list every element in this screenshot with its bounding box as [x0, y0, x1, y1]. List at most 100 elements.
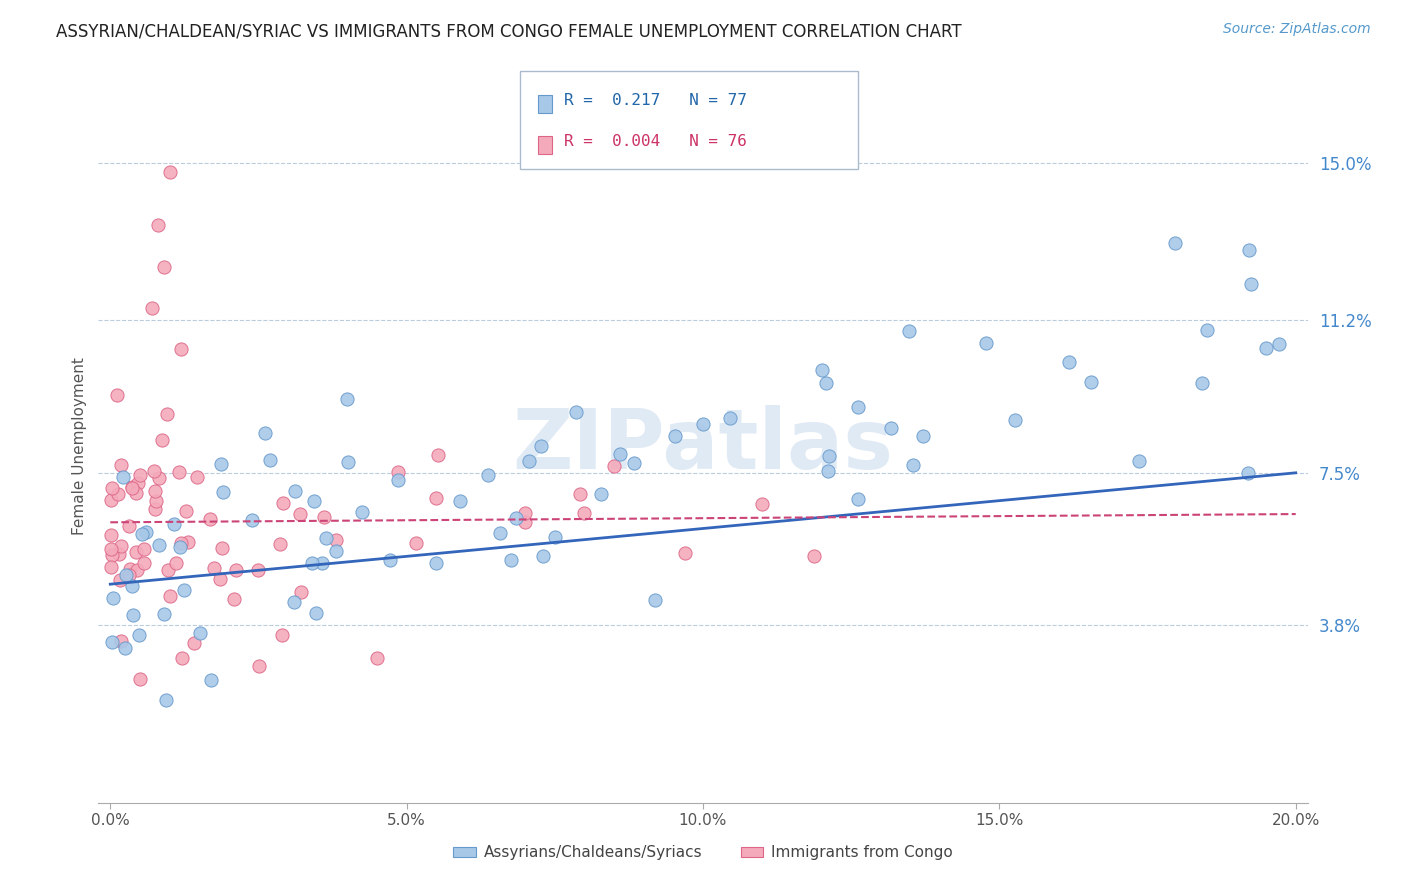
- Point: [718, 411, 741, 425]
- Point: [127, 475, 149, 490]
- Point: [132, 556, 155, 570]
- Point: [110, 539, 132, 553]
- Point: [121, 579, 143, 593]
- Point: [284, 484, 307, 499]
- Point: [259, 452, 281, 467]
- Point: [911, 429, 934, 443]
- Point: [1240, 277, 1263, 292]
- Point: [817, 464, 839, 478]
- Point: [818, 450, 841, 464]
- Point: [644, 593, 666, 607]
- Text: R =  0.004   N = 76: R = 0.004 N = 76: [564, 135, 747, 149]
- Point: [515, 507, 537, 521]
- Point: [143, 502, 166, 516]
- Point: [477, 468, 499, 483]
- Point: [156, 407, 179, 421]
- Point: [125, 486, 148, 500]
- Point: [311, 557, 333, 571]
- Point: [1080, 375, 1102, 389]
- Point: [565, 405, 588, 419]
- Point: [115, 568, 138, 582]
- Text: ZIPatlas: ZIPatlas: [513, 406, 893, 486]
- Point: [100, 528, 122, 542]
- Point: [1237, 466, 1260, 480]
- Point: [124, 545, 146, 559]
- Point: [110, 634, 132, 648]
- Point: [315, 531, 337, 545]
- Point: [603, 459, 626, 474]
- Point: [159, 589, 181, 603]
- Text: Source: ZipAtlas.com: Source: ZipAtlas.com: [1223, 22, 1371, 37]
- Point: [254, 425, 277, 440]
- Point: [247, 658, 270, 673]
- Point: [609, 447, 631, 461]
- Point: [148, 470, 170, 484]
- Text: R =  0.217   N = 77: R = 0.217 N = 77: [564, 94, 747, 108]
- Point: [174, 504, 197, 518]
- Point: [198, 512, 221, 526]
- Point: [530, 439, 553, 453]
- Point: [118, 568, 141, 582]
- Point: [664, 429, 686, 443]
- Point: [148, 538, 170, 552]
- Point: [110, 458, 132, 473]
- Point: [202, 561, 225, 575]
- Point: [121, 481, 143, 495]
- Point: [134, 541, 156, 556]
- Point: [1268, 337, 1291, 351]
- Point: [188, 626, 211, 640]
- Point: [1004, 413, 1026, 427]
- Point: [290, 584, 312, 599]
- Point: [170, 536, 193, 550]
- Point: [270, 628, 292, 642]
- Legend: Assyrians/Chaldeans/Syriacs, Immigrants from Congo: Assyrians/Chaldeans/Syriacs, Immigrants …: [447, 839, 959, 866]
- Point: [101, 548, 124, 562]
- Point: [1164, 236, 1187, 251]
- Point: [380, 553, 402, 567]
- Point: [544, 530, 567, 544]
- Point: [974, 336, 997, 351]
- Point: [157, 563, 180, 577]
- Point: [101, 591, 124, 606]
- Point: [208, 572, 231, 586]
- Point: [387, 465, 409, 479]
- Point: [152, 433, 174, 447]
- Point: [269, 537, 291, 551]
- Point: [803, 549, 825, 563]
- Point: [1191, 376, 1213, 391]
- Point: [120, 562, 142, 576]
- Point: [325, 533, 347, 548]
- Point: [172, 650, 194, 665]
- Point: [569, 487, 592, 501]
- Point: [101, 635, 124, 649]
- Point: [1254, 341, 1277, 355]
- Point: [505, 511, 527, 525]
- Point: [325, 543, 347, 558]
- Point: [302, 493, 325, 508]
- Point: [129, 467, 152, 482]
- Point: [209, 458, 232, 472]
- Point: [898, 324, 921, 338]
- Point: [352, 505, 374, 519]
- Point: [105, 388, 128, 402]
- Point: [146, 219, 169, 233]
- Point: [880, 421, 903, 435]
- Point: [143, 464, 166, 478]
- Point: [283, 594, 305, 608]
- Point: [692, 417, 714, 432]
- Point: [118, 519, 141, 533]
- Point: [426, 448, 449, 462]
- Point: [135, 525, 157, 540]
- Point: [488, 526, 510, 541]
- Point: [100, 542, 122, 557]
- Point: [1057, 355, 1080, 369]
- Point: [108, 547, 131, 561]
- Point: [225, 563, 247, 577]
- Point: [155, 692, 177, 706]
- Text: ASSYRIAN/CHALDEAN/SYRIAC VS IMMIGRANTS FROM CONGO FEMALE UNEMPLOYMENT CORRELATIO: ASSYRIAN/CHALDEAN/SYRIAC VS IMMIGRANTS F…: [56, 22, 962, 40]
- Point: [170, 342, 193, 356]
- Point: [200, 673, 222, 687]
- Point: [131, 527, 153, 541]
- Point: [100, 493, 122, 508]
- Point: [101, 482, 124, 496]
